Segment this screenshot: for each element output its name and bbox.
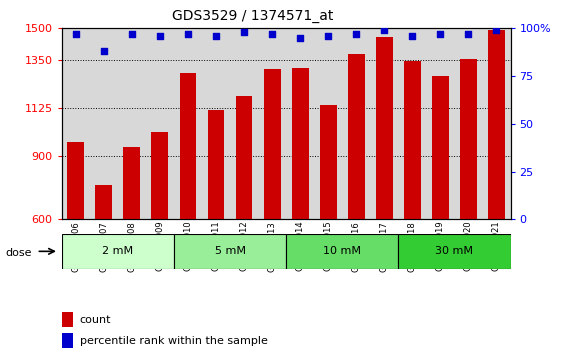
Bar [488, 30, 505, 219]
Bar [180, 73, 196, 219]
Bar [95, 185, 112, 219]
Text: 5 mM: 5 mM [214, 246, 246, 256]
Point [155, 33, 164, 39]
Point [352, 31, 361, 37]
Bar [348, 54, 365, 219]
Point [268, 31, 277, 37]
Bar [67, 142, 84, 219]
Point [183, 31, 192, 37]
Text: count: count [80, 315, 111, 325]
Bar [286, 234, 398, 269]
Point [296, 35, 305, 41]
Text: dose: dose [6, 248, 32, 258]
Bar [174, 234, 286, 269]
Bar [398, 234, 511, 269]
Bar [123, 147, 140, 219]
Point [324, 33, 333, 39]
Text: 2 mM: 2 mM [102, 246, 134, 256]
Bar [264, 69, 280, 219]
Point [240, 29, 249, 35]
Bar [62, 333, 73, 348]
Bar [62, 312, 73, 327]
Point [492, 27, 501, 33]
Point [211, 33, 220, 39]
Bar [320, 105, 337, 219]
Point [408, 33, 417, 39]
Bar [208, 110, 224, 219]
Bar [376, 37, 393, 219]
Bar [292, 68, 309, 219]
Bar [62, 234, 174, 269]
Text: percentile rank within the sample: percentile rank within the sample [80, 336, 268, 346]
Bar [151, 132, 168, 219]
Point [99, 48, 108, 54]
Point [464, 31, 473, 37]
Text: 30 mM: 30 mM [435, 246, 473, 256]
Text: 10 mM: 10 mM [323, 246, 361, 256]
Point [71, 31, 80, 37]
Point [127, 31, 136, 37]
Bar [460, 59, 477, 219]
Bar [236, 96, 252, 219]
Bar [404, 61, 421, 219]
Point [436, 31, 445, 37]
Text: GDS3529 / 1374571_at: GDS3529 / 1374571_at [172, 9, 333, 23]
Bar [432, 76, 449, 219]
Point [380, 27, 389, 33]
